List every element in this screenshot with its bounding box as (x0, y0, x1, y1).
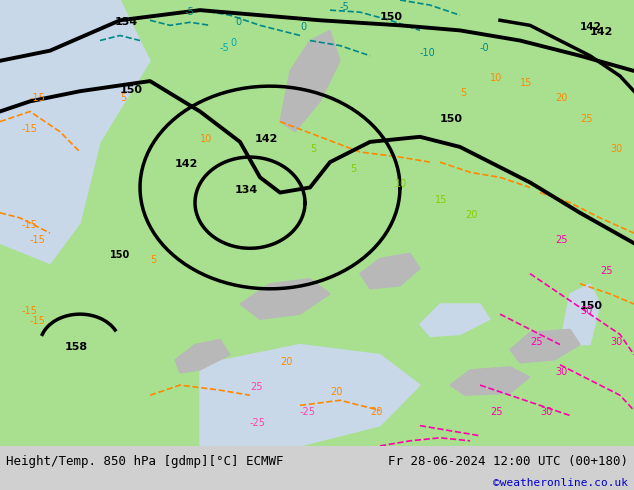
Text: 25: 25 (555, 235, 567, 245)
Text: 142: 142 (590, 27, 613, 37)
Text: 5: 5 (460, 88, 466, 98)
Polygon shape (450, 367, 530, 395)
Polygon shape (360, 253, 420, 289)
Text: 30: 30 (555, 367, 567, 377)
Text: 134: 134 (115, 17, 138, 27)
Text: 142: 142 (580, 23, 602, 32)
Text: 25: 25 (250, 382, 262, 392)
Text: -25: -25 (250, 417, 266, 428)
Text: 0: 0 (235, 17, 241, 27)
Text: 30: 30 (610, 144, 622, 154)
Text: 150: 150 (580, 301, 603, 311)
Text: -15: -15 (22, 306, 38, 316)
Text: 20: 20 (555, 93, 567, 103)
Text: -5: -5 (340, 2, 350, 12)
Text: 5: 5 (150, 255, 156, 266)
Text: -15: -15 (30, 235, 46, 245)
Text: -15: -15 (30, 93, 46, 103)
Text: 150: 150 (110, 250, 130, 260)
Polygon shape (510, 329, 580, 363)
Text: 10: 10 (490, 73, 502, 83)
Text: 25: 25 (490, 408, 503, 417)
Polygon shape (280, 30, 340, 132)
Text: 30: 30 (610, 337, 622, 346)
Polygon shape (175, 340, 230, 373)
Text: 30: 30 (580, 306, 592, 316)
Text: 134: 134 (235, 185, 258, 195)
Polygon shape (240, 279, 330, 319)
Text: -0: -0 (480, 43, 489, 52)
Text: 15: 15 (520, 78, 533, 88)
Text: 20: 20 (280, 357, 292, 367)
Text: -5: -5 (185, 7, 195, 17)
Text: 10: 10 (395, 179, 407, 190)
Text: -15: -15 (22, 124, 38, 134)
Text: 25: 25 (530, 337, 543, 346)
Text: 150: 150 (440, 114, 463, 123)
Text: 30: 30 (540, 408, 552, 417)
Text: 0: 0 (230, 38, 236, 48)
Text: 0: 0 (300, 23, 306, 32)
Polygon shape (560, 284, 600, 344)
Text: -15: -15 (22, 220, 38, 230)
Text: 25: 25 (580, 114, 593, 123)
Text: Height/Temp. 850 hPa [gdmp][°C] ECMWF: Height/Temp. 850 hPa [gdmp][°C] ECMWF (6, 455, 284, 468)
Text: 142: 142 (175, 159, 198, 169)
Text: ©weatheronline.co.uk: ©weatheronline.co.uk (493, 478, 628, 489)
Text: 150: 150 (120, 85, 143, 95)
Text: 150: 150 (380, 12, 403, 22)
Text: 20: 20 (370, 408, 382, 417)
Text: 25: 25 (600, 266, 612, 275)
Text: -5: -5 (220, 43, 230, 52)
Text: 5: 5 (310, 144, 316, 154)
Text: 15: 15 (435, 195, 448, 205)
Text: 142: 142 (255, 134, 278, 144)
Text: Fr 28-06-2024 12:00 UTC (00+180): Fr 28-06-2024 12:00 UTC (00+180) (387, 455, 628, 468)
Text: 5: 5 (350, 164, 356, 174)
Polygon shape (0, 0, 150, 264)
Text: -15: -15 (30, 316, 46, 326)
Text: 5: 5 (120, 93, 126, 103)
Text: 20: 20 (465, 210, 477, 220)
Text: -10: -10 (420, 48, 436, 58)
Text: -25: -25 (300, 408, 316, 417)
Polygon shape (420, 304, 490, 337)
Polygon shape (200, 344, 420, 446)
Text: 10: 10 (200, 134, 212, 144)
Text: 158: 158 (65, 342, 88, 352)
Text: 20: 20 (330, 387, 342, 397)
